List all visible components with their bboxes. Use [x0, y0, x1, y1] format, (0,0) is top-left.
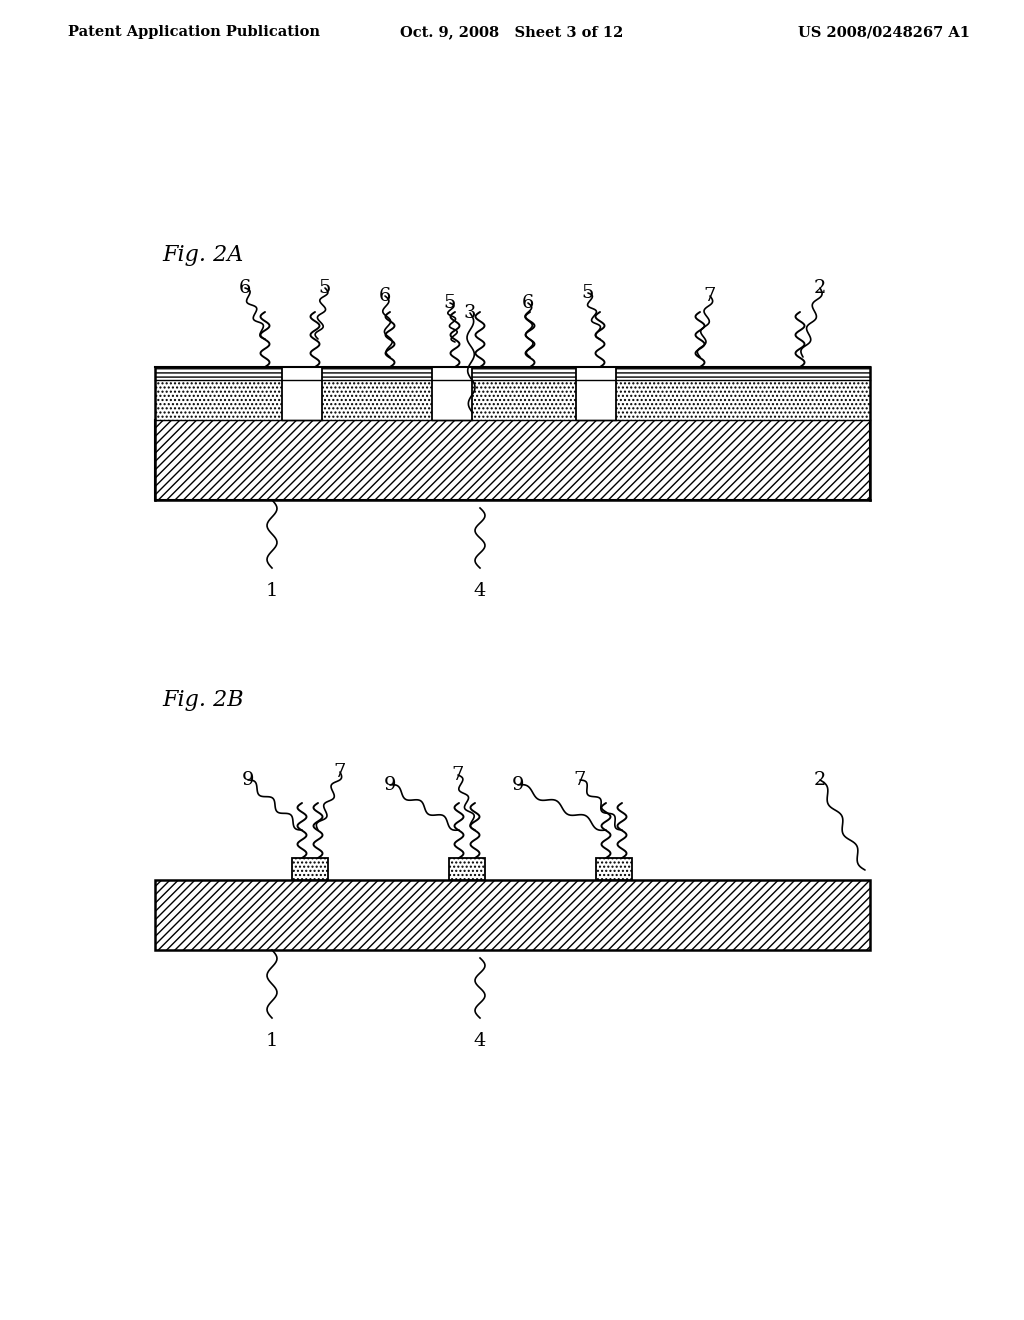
Text: Fig. 2B: Fig. 2B [162, 689, 244, 711]
Bar [472, 380, 575, 420]
Bar [322, 380, 432, 420]
Text: 9: 9 [242, 771, 254, 789]
Text: 4: 4 [474, 1032, 486, 1049]
Bar [292, 858, 328, 880]
Text: Fig. 2A: Fig. 2A [162, 244, 244, 267]
Bar [155, 880, 870, 950]
Text: 9: 9 [512, 776, 524, 795]
Text: 7: 7 [452, 766, 464, 784]
Bar [282, 367, 322, 420]
Bar [575, 367, 616, 420]
Text: 1: 1 [266, 1032, 279, 1049]
Text: Patent Application Publication: Patent Application Publication [68, 25, 319, 40]
Bar [616, 380, 870, 420]
Bar [616, 367, 870, 380]
Bar [596, 858, 632, 880]
Text: 7: 7 [334, 763, 346, 781]
Text: 2: 2 [814, 279, 826, 297]
Text: 7: 7 [703, 286, 716, 305]
Bar [322, 367, 432, 380]
Text: 9: 9 [384, 776, 396, 795]
Bar [432, 367, 472, 420]
Text: 3: 3 [464, 304, 476, 322]
Text: 6: 6 [522, 294, 535, 312]
Text: 2: 2 [814, 771, 826, 789]
Text: 4: 4 [474, 582, 486, 601]
Text: 1: 1 [266, 582, 279, 601]
Text: US 2008/0248267 A1: US 2008/0248267 A1 [798, 25, 970, 40]
Bar [472, 367, 575, 380]
Bar [155, 420, 870, 500]
Text: 7: 7 [573, 771, 586, 789]
Text: 6: 6 [239, 279, 251, 297]
Text: 5: 5 [443, 294, 456, 312]
Bar [449, 858, 485, 880]
Bar [155, 380, 282, 420]
Text: 6: 6 [379, 286, 391, 305]
Text: 5: 5 [582, 284, 594, 302]
Bar [155, 367, 282, 380]
Text: 5: 5 [318, 279, 331, 297]
Text: Oct. 9, 2008   Sheet 3 of 12: Oct. 9, 2008 Sheet 3 of 12 [400, 25, 624, 40]
